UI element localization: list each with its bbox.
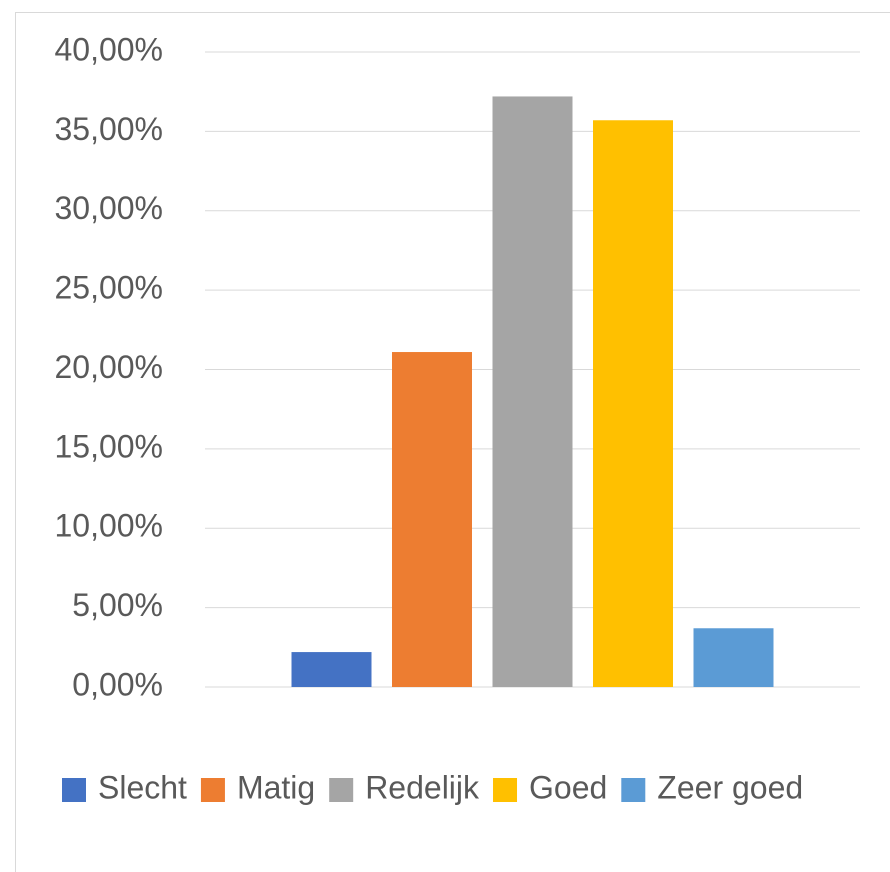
y-tick-label: 0,00% <box>72 666 163 702</box>
legend-swatch <box>329 778 354 802</box>
bar <box>492 96 573 687</box>
legend-label: Matig <box>237 769 315 805</box>
bar <box>593 120 673 687</box>
legend-swatch <box>200 778 225 802</box>
y-tick-label: 10,00% <box>54 508 163 544</box>
bar <box>693 628 774 687</box>
legend-label: Zeer goed <box>657 769 803 805</box>
legend-label: Goed <box>529 769 607 805</box>
legend-label: Redelijk <box>365 769 480 805</box>
y-tick-label: 15,00% <box>54 428 163 464</box>
y-tick-label: 30,00% <box>54 190 163 226</box>
bar <box>291 652 372 687</box>
legend-swatch <box>621 778 646 802</box>
y-tick-label: 40,00% <box>54 31 163 67</box>
bar <box>392 352 472 687</box>
y-tick-label: 20,00% <box>54 349 163 385</box>
legend-swatch <box>62 778 86 802</box>
y-tick-label: 35,00% <box>54 111 163 147</box>
legend-label: Slecht <box>98 769 187 805</box>
legend-swatch <box>493 778 518 802</box>
y-tick-label: 25,00% <box>54 270 163 306</box>
y-tick-label: 5,00% <box>72 587 163 623</box>
